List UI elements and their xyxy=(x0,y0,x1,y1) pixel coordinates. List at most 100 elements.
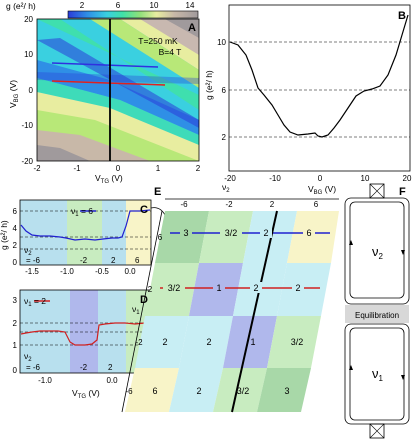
ytick: 10 xyxy=(24,50,33,59)
cell-value: 3 xyxy=(183,228,188,238)
contact-cross xyxy=(369,183,385,199)
panel-e-side-values: 6 2 -2 -6 xyxy=(125,233,162,396)
ytick: 10 xyxy=(217,38,226,47)
arrow-icon xyxy=(401,250,405,255)
temperature-label: T=250 mK xyxy=(138,36,178,46)
cut-line-red xyxy=(51,80,166,86)
ytick: 6 xyxy=(13,207,18,216)
nu-value: 2 xyxy=(111,256,116,265)
xtick: 1 xyxy=(156,164,161,173)
ytick: -10 xyxy=(21,121,33,130)
cell-value: 2 xyxy=(162,337,167,347)
colorbar-gradient xyxy=(67,10,199,19)
colorbar: g (e²/ h) 2 6 10 14 xyxy=(6,1,199,19)
panel-a: A T=250 mK B=4 T 20 10 0 -10 -20 -2 -1 0… xyxy=(8,15,201,185)
arrow-icon xyxy=(349,365,353,370)
panel-b-frame xyxy=(228,4,411,172)
contact-cross xyxy=(369,423,385,439)
ytick: 3 xyxy=(13,296,18,305)
nu-value: = -6 xyxy=(26,363,41,372)
panel-e-values: 3 3/2 2 6 3/2 1 2 2 2 2 1 3/2 6 2 3/2 3 xyxy=(152,225,315,396)
panel-e: E ν2 -6 -2 2 6 xyxy=(121,182,339,413)
ytick: 1 xyxy=(13,341,18,350)
ytick: -20 xyxy=(21,157,33,166)
side-value: 2 xyxy=(148,285,153,294)
nu-value: 6 xyxy=(135,256,140,265)
cell-value: 1 xyxy=(216,283,221,293)
panel-d-legend: ν1 = 2 xyxy=(24,296,46,308)
panel-c-nu-label: ν2 xyxy=(24,245,32,257)
cell-value: 6 xyxy=(306,228,311,238)
region-nu-2 xyxy=(98,290,126,373)
region-nu-m2 xyxy=(70,290,98,373)
cell-value: 3 xyxy=(284,386,289,396)
panel-a-xlabel: VTG (V) xyxy=(95,173,123,185)
ytick: 20 xyxy=(24,15,33,24)
lower-region xyxy=(344,323,410,425)
cell-value: 1 xyxy=(250,337,255,347)
lower-edge-state xyxy=(349,327,405,421)
cell-value: 2 xyxy=(295,283,300,293)
panel-f: F ν2 Equilibration ν1 xyxy=(344,183,410,439)
xtick: -2 xyxy=(33,164,41,173)
ytick: 2 xyxy=(222,133,227,142)
conductance-curve xyxy=(229,14,409,138)
top-value: 2 xyxy=(270,200,275,209)
cell-value: 3/2 xyxy=(225,228,238,238)
xtick: 2 xyxy=(196,164,201,173)
cell xyxy=(179,316,233,368)
panel-a-ylabel: VBG (V) xyxy=(8,80,20,108)
panel-f-letter: F xyxy=(399,186,406,198)
nu-value: = -6 xyxy=(26,256,41,265)
arrow-icon xyxy=(401,375,405,380)
ytick: 0 xyxy=(13,366,18,375)
xtick: -1 xyxy=(73,164,81,173)
arrow-icon xyxy=(349,240,353,245)
panel-c-letter: C xyxy=(140,204,148,216)
xtick: 0 xyxy=(116,164,121,173)
ytick: 0 xyxy=(13,258,18,267)
nu-value: -2 xyxy=(80,256,88,265)
cut-line-blue xyxy=(51,62,159,68)
panel-c-trace xyxy=(20,209,151,241)
panel-e-top-label: ν2 xyxy=(222,182,230,194)
cell-value: 2 xyxy=(196,386,201,396)
panel-b-xlabel: VBG (V) xyxy=(308,184,336,196)
xtick: -1.0 xyxy=(38,376,52,385)
top-value: -6 xyxy=(180,200,188,209)
cell xyxy=(257,368,311,412)
cell-value: 3/2 xyxy=(237,386,250,396)
colorbar-tick: 14 xyxy=(186,1,195,10)
colorbar-label: g (e²/ h) xyxy=(6,1,36,11)
panel-c-xticks: -1.5 -1.0 -0.5 0.0 xyxy=(25,267,136,276)
cell xyxy=(267,316,321,368)
panel-b-letter: B xyxy=(398,10,406,22)
cell-value: 3/2 xyxy=(168,283,181,293)
cell-value: 2 xyxy=(263,228,268,238)
equilibration-label: Equilibration xyxy=(355,311,399,320)
panel-c-legend: ν1 = 6 xyxy=(71,206,93,218)
cell-value: 2 xyxy=(206,337,211,347)
panel-a-xticks: -2 -1 0 1 2 xyxy=(33,164,200,173)
cell-value: 2 xyxy=(253,283,258,293)
connector-c xyxy=(150,207,166,216)
ytick: 0 xyxy=(29,86,34,95)
panel-d: ν1 = 2 D ν2 = -6 -2 2 6 3 2 1 0 -1.0 0.0… xyxy=(13,289,152,400)
cell-value: 6 xyxy=(152,386,157,396)
colorbar-tick: 2 xyxy=(80,1,85,10)
colorbar-tick: 6 xyxy=(116,1,121,10)
nu-value: -2 xyxy=(80,363,88,372)
ytick: 4 xyxy=(13,224,18,233)
panel-d-xlabel: VTG (V) xyxy=(72,388,100,400)
xtick: 0.0 xyxy=(106,376,118,385)
panel-d-yticks: 3 2 1 0 xyxy=(13,296,18,375)
panel-b-ylabel: g (e²/ h) xyxy=(204,70,214,100)
cell-value: 3/2 xyxy=(291,337,304,347)
xtick: 0 xyxy=(318,174,323,183)
panel-e-side-label: ν1 xyxy=(132,304,140,316)
panel-e-side-axis xyxy=(121,210,163,413)
panel-d-xticks: -1.0 0.0 xyxy=(38,376,118,385)
xtick: -0.5 xyxy=(95,267,109,276)
side-value: -6 xyxy=(125,387,133,396)
